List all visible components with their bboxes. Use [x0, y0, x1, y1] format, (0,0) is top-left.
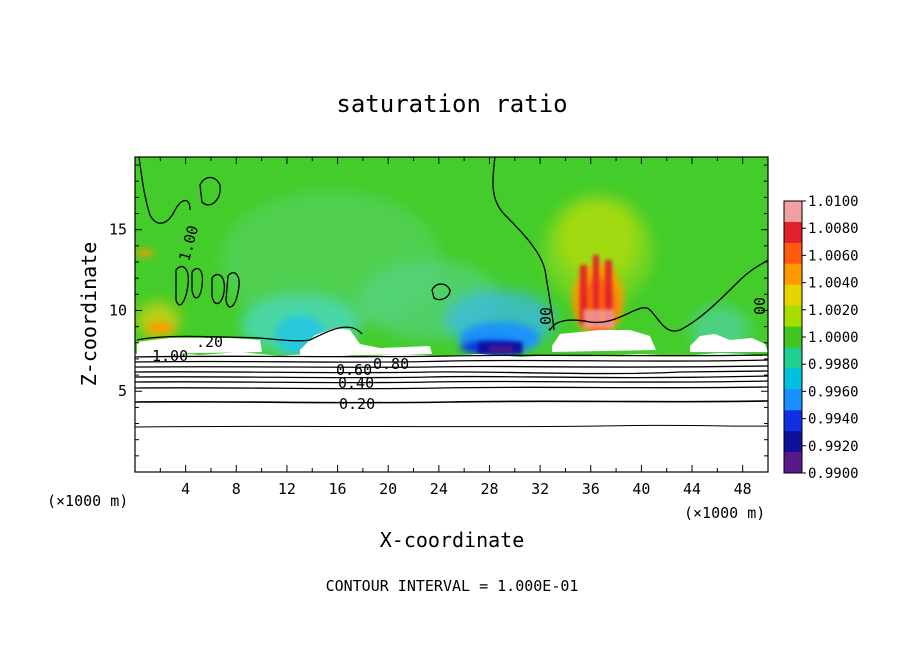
contour-line: [135, 386, 768, 390]
contour-line: [136, 326, 363, 342]
x-tick-label: 16: [329, 480, 347, 498]
colorbar-cell: [784, 368, 802, 390]
cloud-blob: [300, 328, 432, 356]
contour-line: [135, 375, 768, 379]
contour-label: .00: [537, 307, 555, 334]
colorbar-cell: [784, 410, 802, 432]
colorbar-label: 0.9920: [808, 439, 859, 455]
colorbar-cell: [784, 284, 802, 307]
low-zone: [490, 346, 512, 352]
contour-line: [225, 272, 240, 308]
plot-area: 1.00 .20 0.80 0.60 0.40 0.20 1.00 .00 00…: [109, 156, 769, 498]
contour-line: [135, 370, 768, 375]
contour-lines: [135, 157, 768, 428]
colorbar-label: 1.0080: [808, 221, 859, 237]
contour-label: 1.00: [152, 347, 188, 365]
saturation-field: [135, 157, 768, 472]
contour-line: [549, 259, 768, 332]
contour-line: [135, 365, 768, 368]
contour-line: [492, 157, 555, 331]
contour-label: 0.20: [339, 395, 375, 413]
colorbar-label: 1.0000: [808, 330, 859, 346]
colorbar-cell: [784, 389, 802, 411]
colorbar-cell: [784, 326, 802, 348]
x-tick-label: 48: [734, 480, 752, 498]
cloud-blob: [137, 338, 262, 354]
x-unit-left: (×1000 m): [47, 492, 128, 510]
colorbar-label: 0.9960: [808, 384, 859, 400]
x-tick-label: 40: [632, 480, 650, 498]
colorbar-label: 0.9940: [808, 412, 859, 428]
colorbar-cell: [784, 201, 802, 223]
x-tick-label: 20: [379, 480, 397, 498]
colorbar-cell: [784, 431, 802, 453]
y-tick-label: 15: [109, 221, 127, 239]
plume-streak: [584, 310, 614, 328]
colorbar-labels: 1.0100 1.0080 1.0060 1.0040 1.0020 1.0000 0.99…: [802, 194, 859, 482]
contour-line: [135, 424, 768, 428]
plume-streak: [593, 255, 599, 325]
chart-title: saturation ratio: [336, 90, 567, 118]
colorbar-cell: [784, 347, 802, 369]
clear-region: [135, 352, 768, 472]
x-tick-label: 12: [278, 480, 296, 498]
x-axis-label: X-coordinate: [380, 528, 525, 552]
plume-streak: [580, 265, 587, 325]
colorbar-label: 0.9900: [808, 466, 859, 482]
contour-line: [135, 354, 768, 358]
y-tick-label: 10: [109, 301, 127, 319]
contour-line: [138, 157, 191, 224]
colorbar-cell: [784, 263, 802, 286]
colorbar-label: 1.0040: [808, 276, 859, 292]
colorbar-cells: [784, 201, 802, 474]
contour-label: 0.40: [338, 374, 374, 392]
y-tick-label: 5: [118, 382, 127, 400]
y-axis: 5 10 15: [109, 164, 768, 457]
x-tick-label: 24: [430, 480, 448, 498]
cloud-blob: [690, 334, 768, 352]
colorbar-label: 0.9980: [808, 357, 859, 373]
contour-label: 0.80: [373, 355, 409, 373]
contour-interval-note: CONTOUR INTERVAL = 1.000E-01: [326, 577, 579, 595]
contour-line: [135, 359, 768, 363]
contour-line: [431, 283, 451, 301]
x-tick-label: 36: [582, 480, 600, 498]
contour-line: [191, 267, 204, 299]
colorbar: 1.0100 1.0080 1.0060 1.0040 1.0020 1.0000 0.99…: [783, 194, 859, 482]
contour-labels: 1.00 .20 0.80 0.60 0.40 0.20 1.00 .00 00: [152, 223, 769, 413]
x-unit-right: (×1000 m): [684, 504, 765, 522]
contour-line: [175, 265, 189, 306]
plume-streak: [605, 260, 612, 325]
x-axis: 4 8 12 16 20 24 28 32 36 40 44 48: [159, 157, 752, 498]
y-axis-label: Z-coordinate: [77, 242, 101, 387]
contour-label: .20: [196, 333, 223, 351]
contour-label: 0.60: [336, 361, 372, 379]
contour-line: [135, 400, 768, 404]
field-patch: [558, 200, 638, 280]
x-tick-label: 4: [181, 480, 190, 498]
colorbar-label: 1.0060: [808, 248, 859, 264]
x-tick-label: 44: [683, 480, 701, 498]
colorbar-cell: [784, 221, 802, 244]
colorbar-cell: [784, 452, 802, 474]
x-tick-label: 8: [232, 480, 241, 498]
contour-line: [135, 380, 768, 384]
x-tick-label: 28: [480, 480, 498, 498]
cloud-blob: [552, 330, 656, 352]
plot-frame: [134, 156, 769, 473]
colorbar-cell: [784, 242, 802, 265]
colorbar-label: 1.0020: [808, 303, 859, 319]
field-patch: [135, 249, 155, 257]
field-patch: [146, 322, 174, 334]
contour-line: [199, 176, 221, 206]
colorbar-cell: [784, 305, 802, 328]
contour-label: 00: [751, 297, 769, 315]
contour-line: [211, 273, 225, 305]
colorbar-label: 1.0100: [808, 194, 859, 210]
x-tick-label: 32: [531, 480, 549, 498]
